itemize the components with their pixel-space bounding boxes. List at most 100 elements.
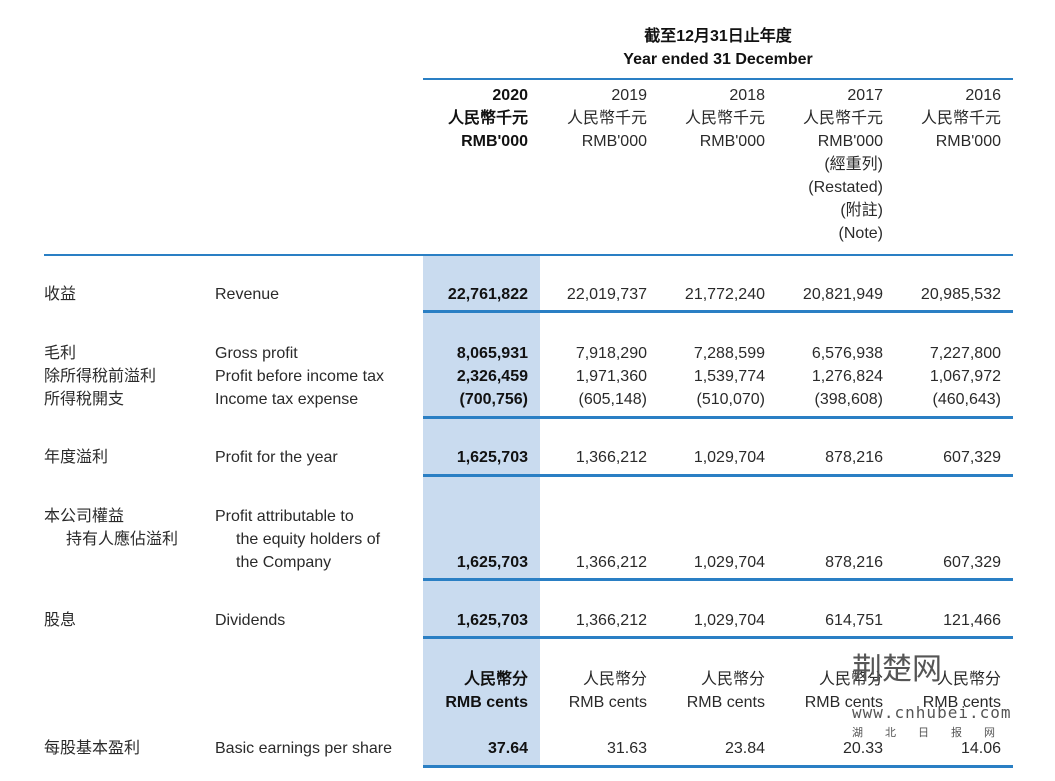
eps-unit-en: RMB cents <box>445 694 528 711</box>
row-label-zh-line1: 本公司權益 <box>44 508 125 525</box>
value-2019: 22,019,737 <box>566 286 647 303</box>
value-2018: 1,029,704 <box>693 554 765 571</box>
row-label-zh: 每股基本盈利 <box>44 740 141 757</box>
section-rule <box>423 310 1013 313</box>
row-label-zh: 毛利 <box>44 345 77 362</box>
column-unit-en: RMB'000 <box>581 133 647 150</box>
watermark: 荆楚网 www.cnhubei.com 湖北日报网 <box>852 653 1042 768</box>
table-bottom-rule <box>423 765 1013 768</box>
period-title-en: Year ended 31 December <box>623 51 813 68</box>
row-label-en: Dividends <box>215 612 286 629</box>
column-note: (Note) <box>838 225 883 242</box>
column-year: 2020 <box>492 87 528 104</box>
value-2016: 20,985,532 <box>920 286 1001 303</box>
value-2020: 1,625,703 <box>456 449 528 466</box>
value-2020: 8,065,931 <box>456 345 528 362</box>
row-label-en: Gross profit <box>215 345 298 362</box>
column-note: (Restated) <box>808 179 883 196</box>
watermark-sub: 湖北日报网 <box>852 727 1017 739</box>
column-unit-en: RMB'000 <box>461 133 528 150</box>
value-2019: (605,148) <box>578 391 648 408</box>
value-2017: 6,576,938 <box>811 345 883 362</box>
eps-unit-zh: 人民幣分 <box>818 671 883 688</box>
value-2019: 1,366,212 <box>575 449 647 466</box>
column-note: (附註) <box>840 202 883 219</box>
value-2019: 1,366,212 <box>575 612 647 629</box>
row-label-zh: 年度溢利 <box>44 449 109 466</box>
row-label-en: Revenue <box>215 286 280 303</box>
eps-unit-en: RMB cents <box>922 694 1001 711</box>
value-2018: 21,772,240 <box>684 286 765 303</box>
section-rule <box>423 636 1013 639</box>
section-rule <box>423 578 1013 581</box>
value-2019: 31.63 <box>606 740 647 757</box>
row-label-en-line1: Profit attributable to <box>215 508 354 525</box>
eps-unit-zh: 人民幣分 <box>936 671 1001 688</box>
column-unit-en: RMB'000 <box>817 133 883 150</box>
value-2019: 1,366,212 <box>575 554 647 571</box>
row-label-en: Profit for the year <box>215 449 338 466</box>
value-2017: 614,751 <box>825 612 883 629</box>
eps-unit-zh: 人民幣分 <box>700 671 765 688</box>
column-unit-zh: 人民幣千元 <box>802 110 883 127</box>
value-2016: 14.06 <box>960 740 1001 757</box>
value-2016: 607,329 <box>943 554 1001 571</box>
row-label-en: Income tax expense <box>215 391 359 408</box>
value-2018: 23.84 <box>724 740 765 757</box>
row-label-zh: 股息 <box>44 612 77 629</box>
column-unit-zh: 人民幣千元 <box>684 110 765 127</box>
value-2016: (460,643) <box>932 391 1002 408</box>
section-rule <box>423 416 1013 419</box>
watermark-site: www.cnhubei.com <box>852 703 1012 722</box>
row-label-en: Basic earnings per share <box>215 740 392 757</box>
header-top-rule <box>423 78 1013 80</box>
eps-unit-zh: 人民幣分 <box>463 671 528 688</box>
value-2017: 878,216 <box>825 554 883 571</box>
value-2017: 878,216 <box>825 449 883 466</box>
eps-unit-en: RMB cents <box>686 694 765 711</box>
row-label-zh: 所得稅開支 <box>44 391 125 408</box>
column-unit-zh: 人民幣千元 <box>447 110 528 127</box>
row-label-en-line2: the equity holders of <box>236 531 381 548</box>
column-year: 2017 <box>847 87 883 104</box>
value-2016: 1,067,972 <box>929 368 1001 385</box>
value-2016: 607,329 <box>943 449 1001 466</box>
column-note: (經重列) <box>824 156 883 173</box>
value-2018: 1,029,704 <box>693 449 765 466</box>
value-2020: 2,326,459 <box>456 368 528 385</box>
value-2018: 1,539,774 <box>693 368 765 385</box>
row-label-zh: 除所得稅前溢利 <box>44 368 157 385</box>
eps-unit-en: RMB cents <box>568 694 647 711</box>
value-2020: (700,756) <box>459 391 529 408</box>
value-2017: 1,276,824 <box>811 368 883 385</box>
value-2018: 7,288,599 <box>693 345 765 362</box>
eps-unit-en: RMB cents <box>804 694 883 711</box>
current-year-highlight <box>423 256 540 768</box>
value-2018: (510,070) <box>696 391 766 408</box>
row-label-en-line3: the Company <box>236 554 332 571</box>
value-2017: (398,608) <box>814 391 884 408</box>
value-2020: 22,761,822 <box>447 286 528 303</box>
column-unit-zh: 人民幣千元 <box>920 110 1001 127</box>
value-2016: 121,466 <box>943 612 1001 629</box>
period-title-zh: 截至12月31日止年度 <box>644 28 792 45</box>
value-2020: 37.64 <box>487 740 528 757</box>
value-2020: 1,625,703 <box>456 612 528 629</box>
watermark-logo: 荆楚网 <box>852 652 942 687</box>
value-2019: 7,918,290 <box>575 345 647 362</box>
column-year: 2019 <box>611 87 647 104</box>
column-unit-zh: 人民幣千元 <box>566 110 647 127</box>
header-bottom-rule <box>44 254 1013 256</box>
eps-unit-zh: 人民幣分 <box>582 671 647 688</box>
column-year: 2018 <box>729 87 765 104</box>
value-2017: 20,821,949 <box>802 286 883 303</box>
column-year: 2016 <box>965 87 1001 104</box>
column-unit-en: RMB'000 <box>935 133 1001 150</box>
value-2017: 20.33 <box>842 740 883 757</box>
value-2016: 7,227,800 <box>929 345 1001 362</box>
section-rule <box>423 474 1013 477</box>
value-2018: 1,029,704 <box>693 612 765 629</box>
row-label-zh-line2: 持有人應佔溢利 <box>66 531 179 548</box>
value-2019: 1,971,360 <box>575 368 647 385</box>
row-label-en: Profit before income tax <box>215 368 384 385</box>
